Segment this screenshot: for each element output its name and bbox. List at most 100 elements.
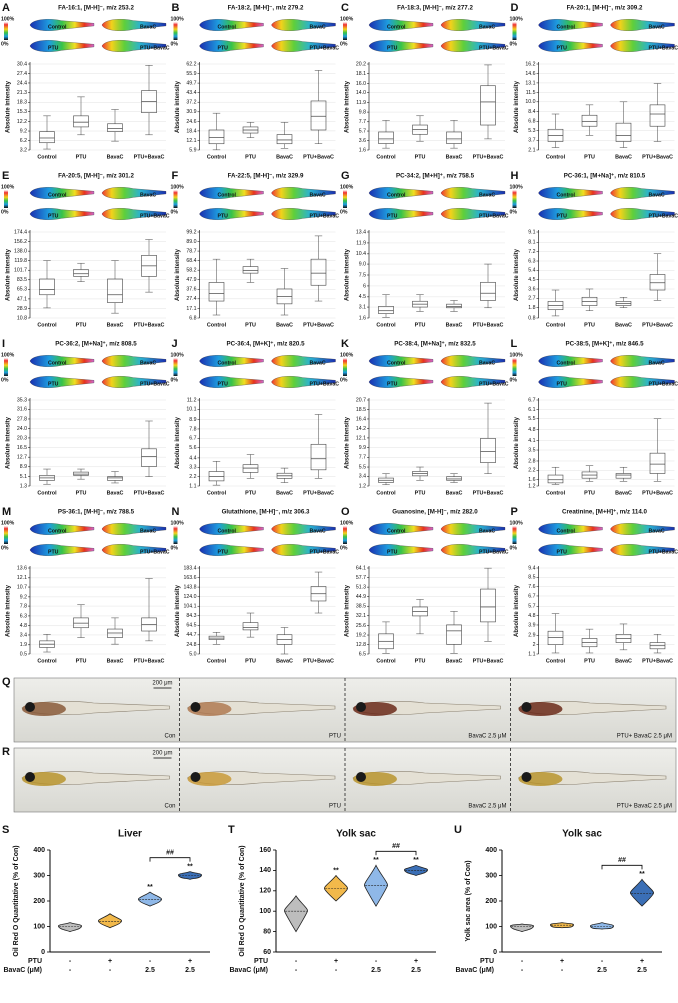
scale-min: 0% bbox=[510, 41, 518, 47]
larva-eye bbox=[191, 772, 201, 782]
y-axis-label: Absolute intensity bbox=[175, 80, 181, 133]
image-label: PTU+BavaC bbox=[649, 45, 678, 51]
box bbox=[243, 267, 258, 274]
significance: ** bbox=[187, 864, 193, 871]
y-tick-label: 120 bbox=[259, 888, 271, 895]
x-tick-label: BavaC bbox=[446, 154, 463, 160]
image-label: Control bbox=[218, 24, 237, 30]
x-tick-label: PTU+BavaC bbox=[473, 322, 504, 328]
fish-image bbox=[272, 523, 336, 535]
y-axis-label: Absolute intensity bbox=[175, 248, 181, 301]
significance: ** bbox=[373, 857, 379, 864]
scale-min: 0% bbox=[1, 209, 9, 215]
panel-title: PC-36:2, [M+Na]⁺, m/z 808.5 bbox=[55, 341, 137, 348]
panel-title: PC-36:1, [M+Na]⁺, m/z 810.5 bbox=[564, 173, 646, 180]
panel-label: L bbox=[511, 338, 518, 350]
image-label: Control bbox=[48, 192, 67, 198]
color-scale bbox=[513, 22, 517, 40]
scale-label: 200 μm bbox=[152, 681, 172, 687]
x-tick-label: PTU bbox=[584, 490, 595, 496]
y-tick-label: 1.1 bbox=[528, 651, 535, 657]
image-label: Control bbox=[387, 192, 406, 198]
y-tick-label: 300 bbox=[485, 872, 497, 879]
x-tick-label: Control bbox=[546, 322, 566, 328]
y-tick-label: 100 bbox=[259, 908, 271, 915]
scale-max: 100% bbox=[340, 16, 354, 22]
y-tick-label: 156.2 bbox=[14, 239, 27, 245]
y-tick-label: 7.8 bbox=[189, 426, 196, 432]
y-tick-label: 18.1 bbox=[356, 71, 366, 77]
y-tick-label: 16.5 bbox=[17, 445, 27, 451]
y-tick-label: 38.5 bbox=[356, 604, 366, 610]
panel-label: F bbox=[172, 170, 179, 182]
image-label: Control bbox=[48, 24, 67, 30]
x-tick-label: PTU bbox=[76, 154, 87, 160]
fish-image bbox=[369, 208, 433, 220]
y-tick-label: 8.5 bbox=[528, 575, 535, 581]
y-tick-label: 6.7 bbox=[528, 397, 535, 403]
x-tick-label: PTU bbox=[76, 490, 87, 496]
color-scale bbox=[343, 358, 347, 376]
panel-title: PC-38:4, [M+Na]⁺, m/z 832.5 bbox=[394, 341, 476, 348]
bracket bbox=[602, 865, 642, 869]
x-table-cell: - bbox=[149, 958, 152, 965]
y-tick-label: 5.3 bbox=[528, 128, 535, 134]
y-tick-label: 7.7 bbox=[359, 455, 366, 461]
y-tick-label: 9.8 bbox=[359, 109, 366, 115]
x-tick-label: BavaC bbox=[107, 322, 124, 328]
panel-title: PC-36:4, [M+K]⁺, m/z 820.5 bbox=[226, 341, 305, 348]
y-tick-label: 12.8 bbox=[356, 642, 366, 648]
color-scale bbox=[343, 526, 347, 544]
y-tick-label: 10.4 bbox=[356, 251, 366, 257]
scale-min: 0% bbox=[171, 545, 179, 551]
scale-max: 100% bbox=[171, 520, 185, 526]
y-tick-label: 24.8 bbox=[186, 642, 196, 648]
x-tick-label: Control bbox=[207, 490, 227, 496]
image-label: PTU bbox=[557, 213, 568, 219]
y-tick-label: 3.4 bbox=[20, 632, 27, 638]
y-axis-label: Absolute intensity bbox=[6, 248, 12, 301]
y-tick-label: 4.5 bbox=[528, 277, 535, 283]
x-table-cell: - bbox=[69, 967, 72, 974]
y-tick-label: 14.6 bbox=[525, 71, 535, 77]
y-tick-label: 12.1 bbox=[356, 435, 366, 441]
scale-min: 0% bbox=[171, 41, 179, 47]
y-tick-label: 78.7 bbox=[186, 248, 196, 254]
y-tick-label: 143.8 bbox=[184, 584, 197, 590]
x-table-cell: - bbox=[375, 958, 378, 965]
y-tick-label: 16.4 bbox=[356, 416, 366, 422]
box bbox=[548, 475, 563, 483]
y-tick-label: 7.6 bbox=[528, 584, 535, 590]
image-label: Control bbox=[218, 192, 237, 198]
y-tick-label: 30.9 bbox=[186, 109, 196, 115]
image-label: Control bbox=[218, 360, 237, 366]
fish-image bbox=[539, 376, 603, 388]
larva-eye bbox=[522, 772, 532, 782]
panel-title: Yolk sac bbox=[336, 829, 376, 840]
x-tick-label: BavaC bbox=[276, 490, 293, 496]
image-label: BavaC bbox=[649, 528, 665, 534]
x-table-cell: - bbox=[109, 967, 112, 974]
image-label: PTU+BavaC bbox=[140, 213, 170, 219]
y-tick-label: 13.1 bbox=[525, 80, 535, 86]
x-table-name: BavaC (μM) bbox=[455, 967, 494, 974]
panel-title: Liver bbox=[118, 829, 142, 840]
y-tick-label: 5.1 bbox=[20, 474, 27, 480]
scale-max: 100% bbox=[171, 352, 185, 358]
x-tick-label: PTU bbox=[245, 154, 256, 160]
color-scale bbox=[174, 190, 178, 208]
photo-caption: PTU bbox=[329, 804, 341, 810]
y-tick-label: 160 bbox=[259, 847, 271, 854]
panel-label: K bbox=[341, 338, 349, 350]
x-table-cell: - bbox=[521, 958, 524, 965]
x-tick-label: PTU bbox=[584, 154, 595, 160]
image-label: Control bbox=[557, 528, 576, 534]
image-label: PTU+BavaC bbox=[310, 549, 340, 555]
box bbox=[142, 449, 157, 467]
image-label: PTU bbox=[387, 381, 398, 387]
x-table-name: BavaC (μM) bbox=[229, 967, 268, 974]
violin bbox=[58, 923, 81, 932]
fish-image bbox=[539, 40, 603, 52]
y-tick-label: 6.2 bbox=[20, 138, 27, 144]
